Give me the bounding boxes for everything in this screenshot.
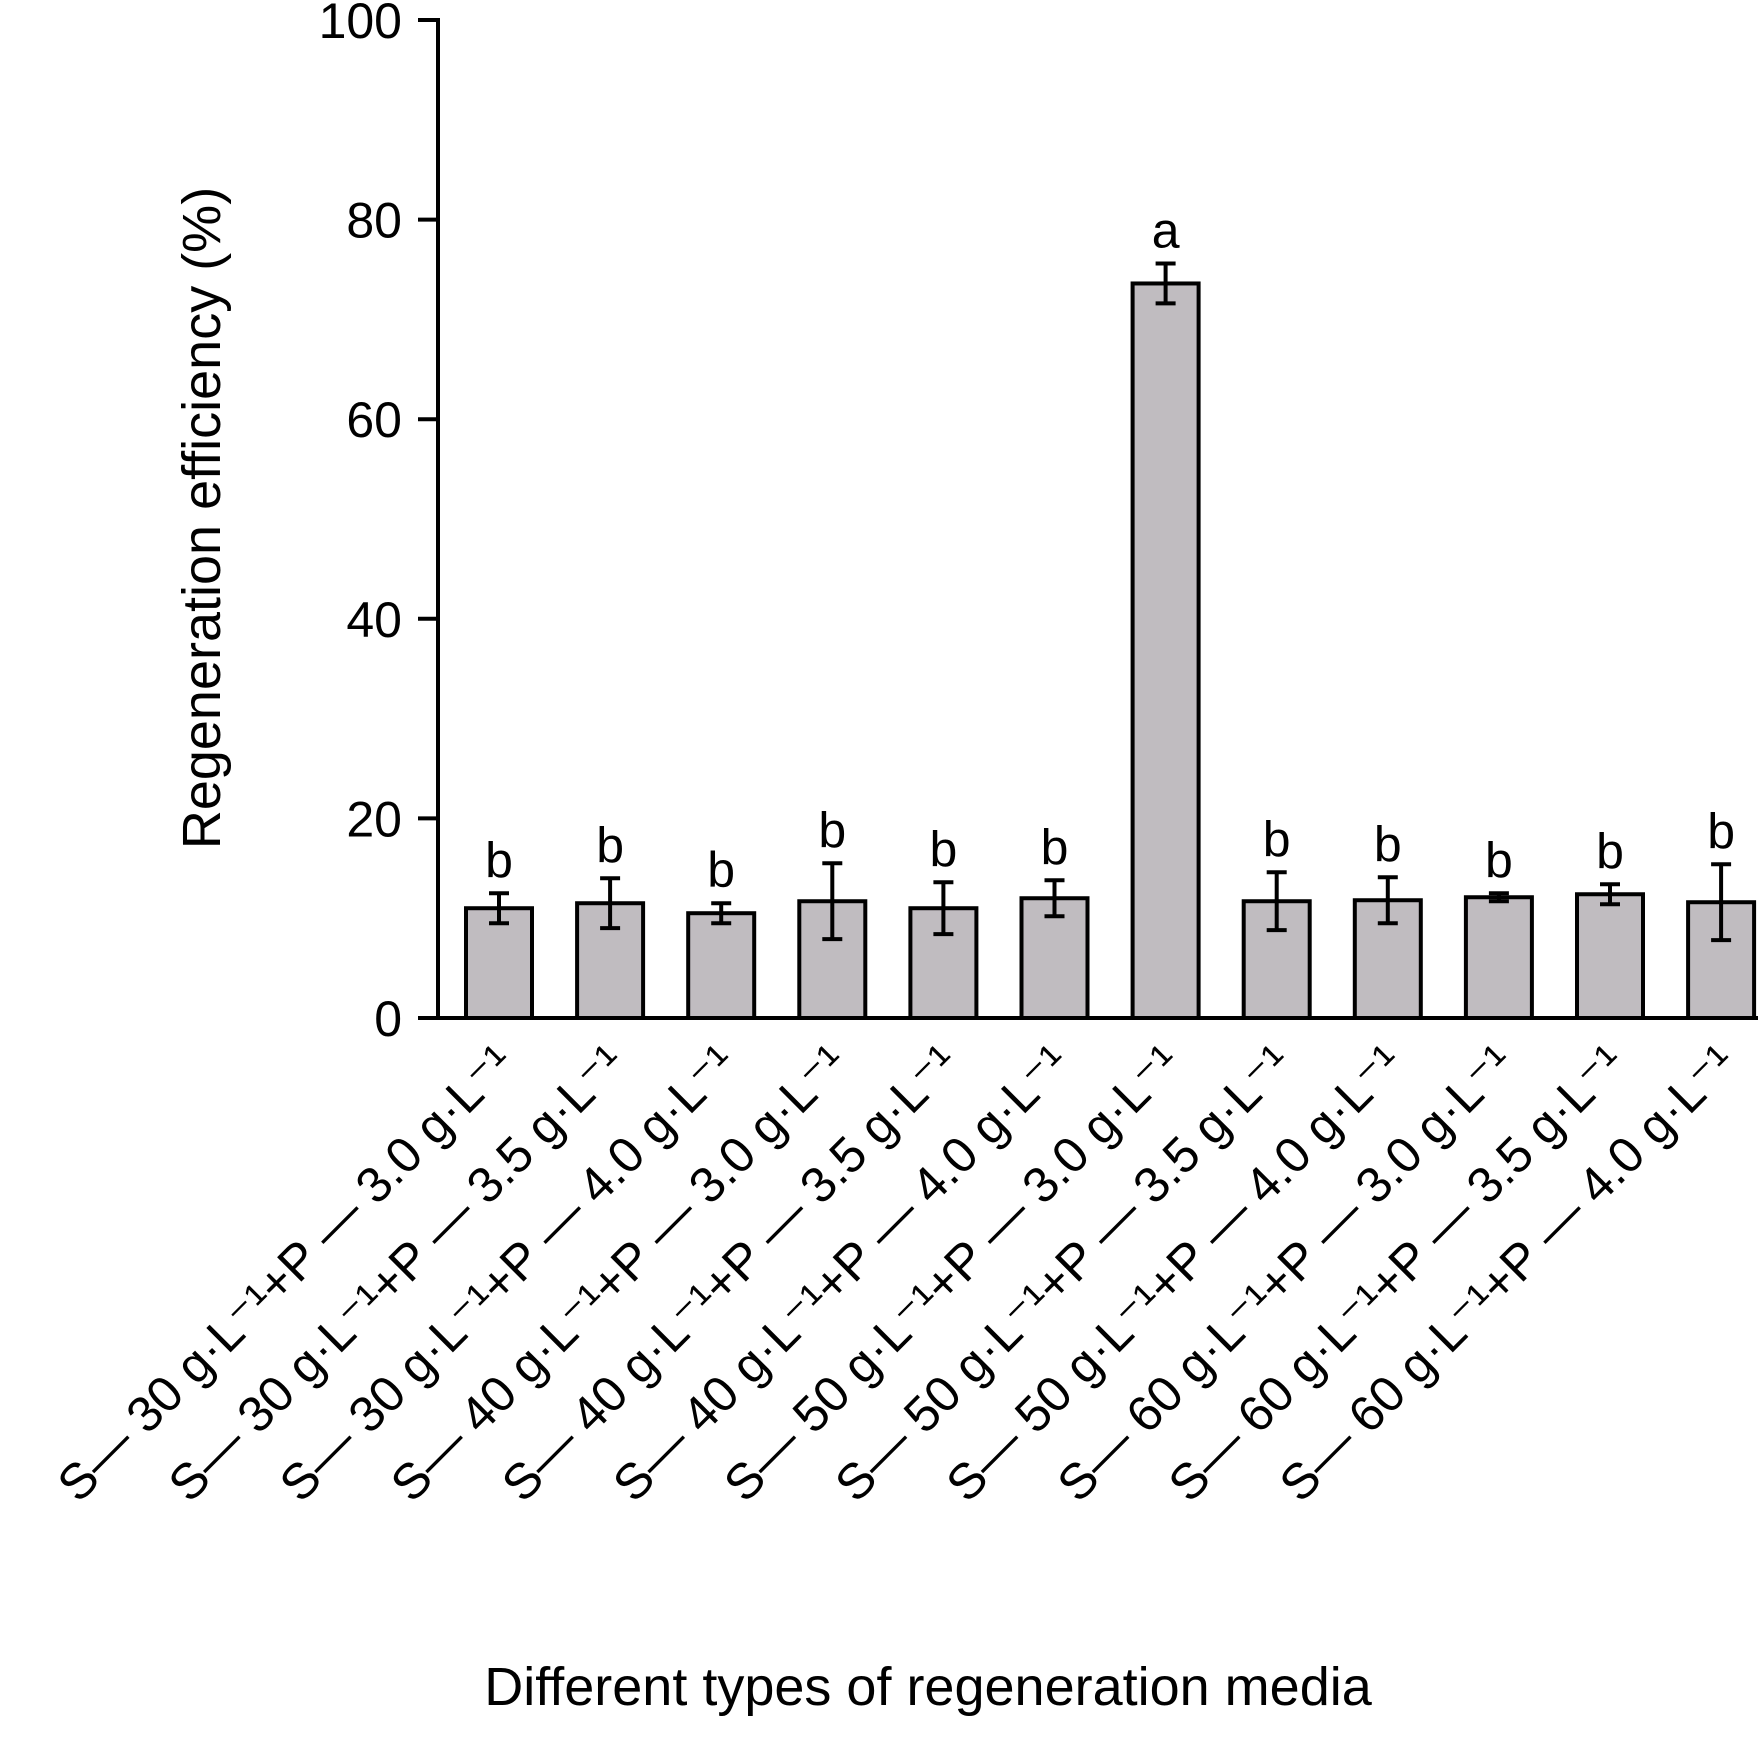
significance-label: b: [1707, 803, 1735, 859]
bar: [1130, 281, 1201, 1020]
significance-label: b: [1485, 832, 1513, 888]
significance-label: a: [1152, 203, 1180, 259]
significance-label: b: [818, 802, 846, 858]
bar: [908, 906, 979, 1020]
y-tick-label: 80: [346, 193, 402, 249]
x-axis-title: Different types of regeneration media: [484, 1657, 1372, 1717]
significance-label: b: [596, 817, 624, 873]
significance-label: b: [1263, 811, 1291, 867]
x-tick-labels-layer: S— 30 g·L⁻¹+P — 3.0 g·L⁻¹S— 30 g·L⁻¹+P —…: [47, 1034, 1747, 1512]
y-tick-label: 40: [346, 592, 402, 648]
y-tick-label: 0: [374, 991, 402, 1047]
significance-label: b: [485, 832, 513, 888]
bar: [1463, 895, 1534, 1021]
y-axis-title: Regeneration efficiency (%): [172, 187, 232, 849]
axes-layer: [436, 18, 1758, 1020]
y-tick-label: 100: [319, 0, 402, 49]
significance-labels-layer: b b b b b b a b b b b b: [485, 203, 1735, 899]
significance-label: b: [1041, 819, 1069, 875]
y-tick-label: 20: [346, 791, 402, 847]
error-bars-layer: [489, 261, 1732, 943]
significance-label: b: [929, 821, 957, 877]
y-tick-label: 60: [346, 392, 402, 448]
bars-layer: [464, 281, 1757, 1021]
significance-label: b: [707, 842, 735, 898]
bar: [1575, 892, 1645, 1020]
y-ticks-layer: 0 20 40 60 80 100: [319, 0, 438, 1047]
significance-label: b: [1374, 816, 1402, 872]
bar: [686, 911, 757, 1021]
significance-label: b: [1596, 823, 1624, 879]
